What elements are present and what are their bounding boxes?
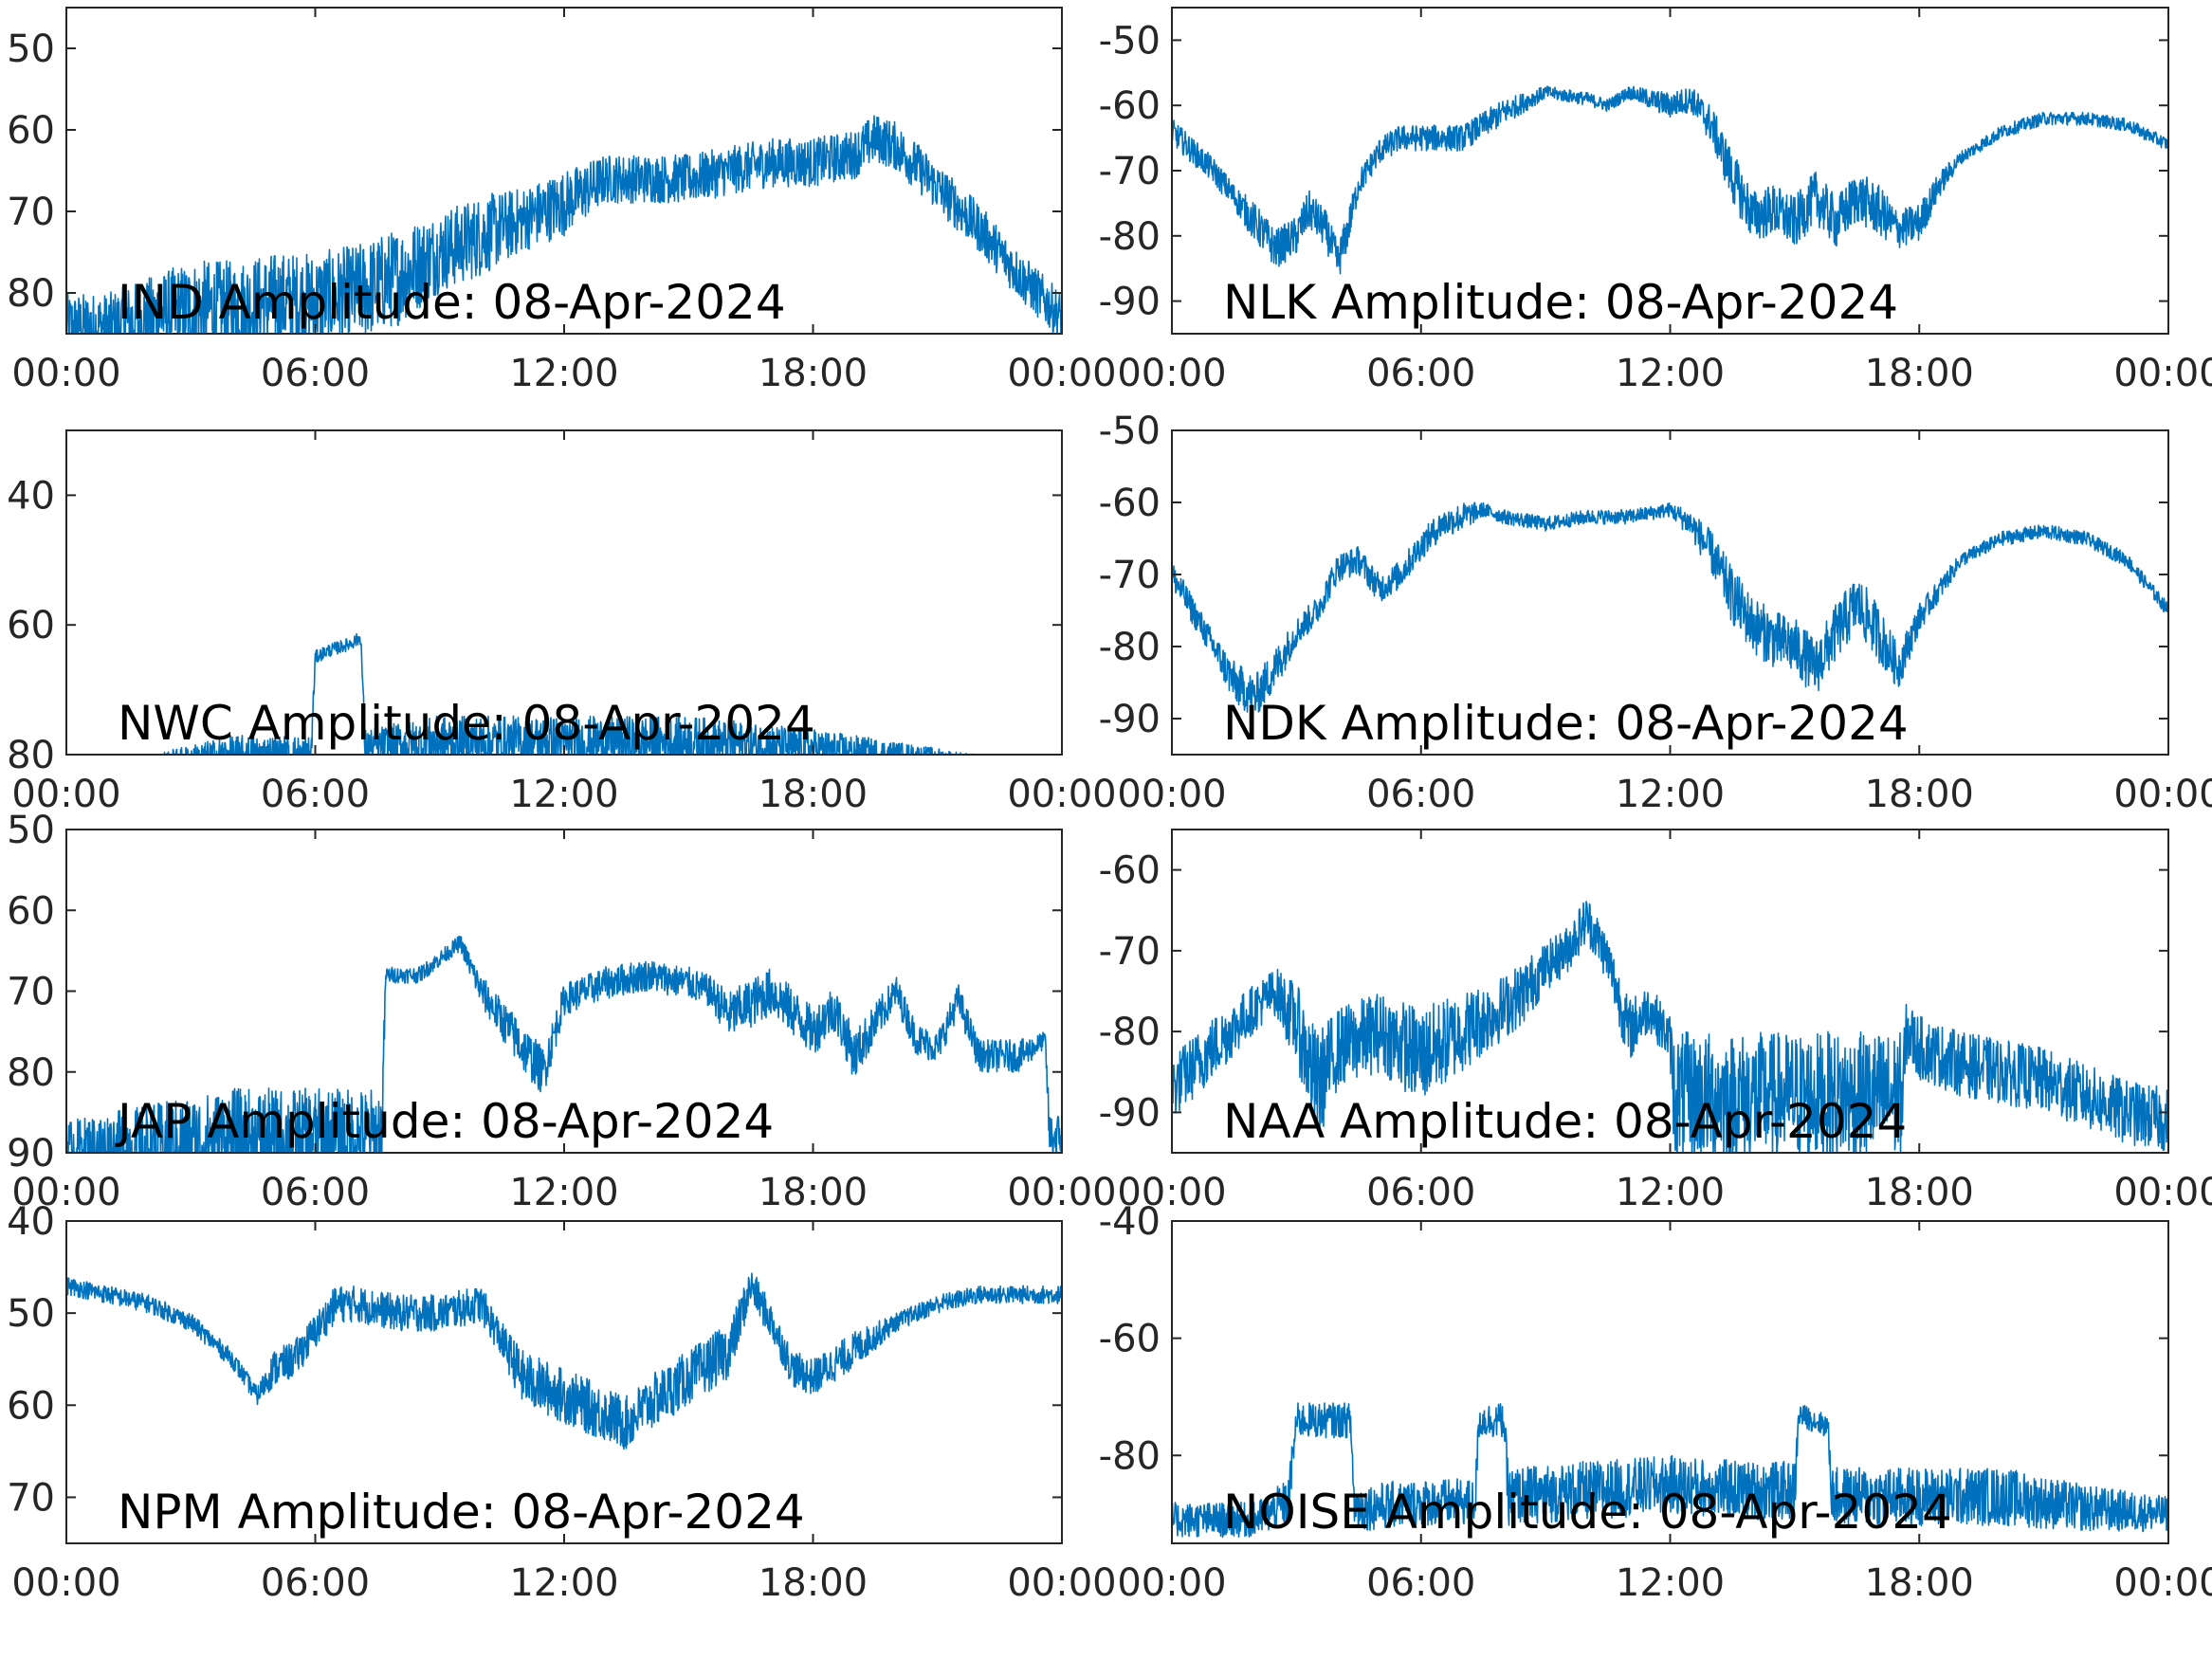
y-tick-label: 70 xyxy=(7,1476,55,1520)
x-tick-label: 00:00 xyxy=(1007,1561,1116,1605)
x-tick-label: 00:00 xyxy=(11,352,120,395)
x-tick-label: 12:00 xyxy=(509,1171,618,1214)
panel-title: NOISE Amplitude: 08-Apr-2024 xyxy=(1223,1485,1952,1540)
y-tick-label: -50 xyxy=(1099,19,1161,63)
x-tick-label: 00:00 xyxy=(11,773,120,816)
x-tick-label: 06:00 xyxy=(1366,352,1475,395)
x-tick-label: 00:00 xyxy=(2113,1561,2212,1605)
x-tick-label: 18:00 xyxy=(1865,1561,1974,1605)
x-tick-label: 18:00 xyxy=(759,773,868,816)
x-tick-label: 18:00 xyxy=(759,1171,868,1214)
y-tick-label: 50 xyxy=(7,1292,55,1336)
y-tick-label: 80 xyxy=(7,734,55,777)
panel-7: 00:00 06:00 12:00 18:00 00:00 40 50 60 70 NPM Amp… xyxy=(7,1200,1117,1605)
x-tick-label: 12:00 xyxy=(1616,773,1725,816)
x-tick-label: 06:00 xyxy=(1366,1171,1475,1214)
y-tick-label: -80 xyxy=(1099,215,1161,259)
y-tick-label: -70 xyxy=(1099,930,1161,974)
x-tick-label: 06:00 xyxy=(261,352,370,395)
y-tick-label: -80 xyxy=(1099,1011,1161,1054)
x-tick-label: 00:00 xyxy=(1007,773,1116,816)
y-tick-label: -60 xyxy=(1099,84,1161,128)
x-tick-label: 00:00 xyxy=(11,1561,120,1605)
x-tick-label: 00:00 xyxy=(1007,1171,1116,1214)
x-tick-label: 12:00 xyxy=(1616,1171,1725,1214)
panel-title: NLK Amplitude: 08-Apr-2024 xyxy=(1223,275,1898,330)
series-line xyxy=(1172,501,2168,713)
panel-title: NDK Amplitude: 08-Apr-2024 xyxy=(1223,696,1909,751)
y-tick-label: -70 xyxy=(1099,150,1161,193)
panel-1: 00:00 06:00 12:00 18:00 00:00 50 60 70 80 IND Amp… xyxy=(7,7,1117,395)
y-tick-label: -60 xyxy=(1099,482,1161,525)
y-tick-label: 90 xyxy=(7,1132,55,1176)
panel-5: 00:00 06:00 12:00 18:00 00:00 50 60 70 80 90 JAP A… xyxy=(7,809,1117,1214)
series-line xyxy=(67,632,1060,755)
x-tick-label: 12:00 xyxy=(1616,1561,1725,1605)
x-tick-label: 18:00 xyxy=(759,1561,868,1605)
y-tick-label: -60 xyxy=(1099,849,1161,893)
y-tick-label: -70 xyxy=(1099,554,1161,597)
panel-4: 00:00 06:00 12:00 18:00 00:00 -50 -60 -70 -80 -90… xyxy=(1099,410,2212,816)
panel-6: 00:00 06:00 12:00 18:00 00:00 -60 -70 -80 -90 NAA… xyxy=(1099,829,2212,1214)
x-tick-label: 18:00 xyxy=(1865,773,1974,816)
panel-title: NAA Amplitude: 08-Apr-2024 xyxy=(1223,1094,1907,1149)
series-line xyxy=(1172,901,2168,1153)
x-tick-label: 12:00 xyxy=(509,1561,618,1605)
x-tick-label: 00:00 xyxy=(1007,352,1116,395)
y-tick-label: -40 xyxy=(1099,1200,1161,1244)
y-tick-label: -80 xyxy=(1099,626,1161,669)
x-tick-label: 12:00 xyxy=(509,352,618,395)
panel-title: NPM Amplitude: 08-Apr-2024 xyxy=(118,1485,805,1540)
x-tick-label: 18:00 xyxy=(1865,1171,1974,1214)
y-tick-label: -90 xyxy=(1099,281,1161,324)
series-line xyxy=(66,1272,1062,1450)
x-tick-label: 00:00 xyxy=(1117,1561,1226,1605)
x-tick-label: 06:00 xyxy=(1366,1561,1475,1605)
panel-2: 00:00 06:00 12:00 18:00 00:00 -50 -60 -70 -80 -90… xyxy=(1099,7,2212,395)
y-tick-label: 50 xyxy=(7,809,55,852)
y-tick-label: 60 xyxy=(7,1384,55,1428)
x-tick-label: 12:00 xyxy=(509,773,618,816)
y-tick-label: 70 xyxy=(7,191,55,234)
y-tick-label: 50 xyxy=(7,27,55,71)
x-tick-label: 00:00 xyxy=(2113,352,2212,395)
x-tick-label: 06:00 xyxy=(261,1561,370,1605)
y-tick-label: 60 xyxy=(7,889,55,933)
x-tick-label: 06:00 xyxy=(261,1171,370,1214)
x-tick-label: 18:00 xyxy=(759,352,868,395)
y-tick-label: 70 xyxy=(7,971,55,1014)
y-tick-label: 60 xyxy=(7,109,55,153)
y-tick-label: 80 xyxy=(7,1051,55,1095)
y-tick-label: -50 xyxy=(1099,410,1161,453)
x-tick-label: 00:00 xyxy=(1117,773,1226,816)
x-tick-label: 00:00 xyxy=(2113,773,2212,816)
x-tick-label: 06:00 xyxy=(261,773,370,816)
series-line xyxy=(66,115,1062,334)
panel-title: JAP Amplitude: 08-Apr-2024 xyxy=(115,1094,774,1149)
x-tick-label: 00:00 xyxy=(1117,352,1226,395)
y-tick-label: 40 xyxy=(7,1200,55,1244)
series-line xyxy=(1172,85,2168,275)
y-tick-label: 40 xyxy=(7,474,55,518)
x-tick-label: 18:00 xyxy=(1865,352,1974,395)
y-tick-label: -90 xyxy=(1099,1091,1161,1135)
y-tick-label: 60 xyxy=(7,604,55,647)
series-line xyxy=(1172,1402,2168,1539)
y-tick-label: -60 xyxy=(1099,1318,1161,1361)
x-tick-label: 06:00 xyxy=(1366,773,1475,816)
x-tick-label: 12:00 xyxy=(1616,352,1725,395)
y-tick-label: -90 xyxy=(1099,698,1161,741)
x-tick-label: 00:00 xyxy=(2113,1171,2212,1214)
panel-title: NWC Amplitude: 08-Apr-2024 xyxy=(118,696,815,751)
y-tick-label: 80 xyxy=(7,272,55,316)
x-tick-label: 00:00 xyxy=(1117,1171,1226,1214)
panel-title: IND Amplitude: 08-Apr-2024 xyxy=(118,275,786,330)
x-tick-label: 00:00 xyxy=(11,1171,120,1214)
y-tick-label: -80 xyxy=(1099,1434,1161,1478)
panel-8: 00:00 06:00 12:00 18:00 00:00 -40 -60 -80 NOISE … xyxy=(1099,1200,2212,1605)
panel-3: 00:00 06:00 12:00 18:00 00:00 40 60 80 NWC Ampli… xyxy=(7,429,1117,816)
series-line xyxy=(66,935,1062,1153)
